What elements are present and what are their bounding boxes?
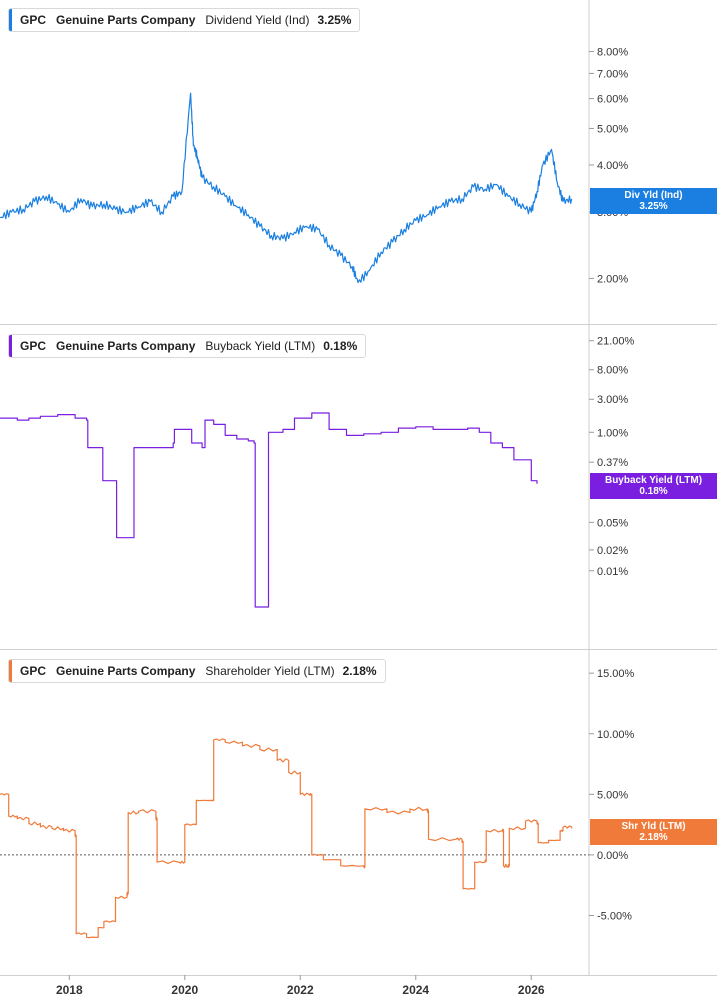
y-tick-label: 21.00% — [597, 336, 635, 348]
series-line — [0, 92, 573, 284]
y-tick-label: 7.00% — [597, 68, 628, 80]
y-tick-label: 6.00% — [597, 94, 628, 106]
legend-metric: Buyback Yield (LTM) — [205, 339, 316, 353]
badge-dividend-yield: Div Yld (Ind) 3.25% — [590, 188, 717, 214]
x-tick-label: 2024 — [402, 983, 429, 997]
legend-value: 3.25% — [317, 13, 352, 27]
y-tick-label: 0.01% — [597, 566, 628, 578]
legend-value: 0.18% — [323, 339, 358, 353]
legend-swatch — [9, 9, 12, 31]
legend-ticker: GPC — [20, 664, 47, 678]
y-tick-label: 10.00% — [597, 729, 635, 741]
legend-metric: Shareholder Yield (LTM) — [205, 664, 335, 678]
legend-ticker: GPC — [20, 339, 47, 353]
badge-value: 0.18% — [639, 486, 668, 497]
legend-company: Genuine Parts Company — [56, 339, 196, 353]
badge-shareholder-yield: Shr Yld (LTM) 2.18% — [590, 819, 717, 845]
y-tick-label: 5.00% — [597, 789, 628, 801]
y-tick-label: 0.37% — [597, 457, 628, 469]
legend-company: Genuine Parts Company — [56, 664, 196, 678]
x-tick-label: 2018 — [56, 983, 83, 997]
badge-label: Shr Yld (LTM) — [621, 821, 686, 832]
badge-label: Div Yld (Ind) — [624, 190, 683, 201]
y-tick-label: 8.00% — [597, 47, 628, 59]
legend-value: 2.18% — [342, 664, 377, 678]
legend-dividend-yield: GPC Genuine Parts Company Dividend Yield… — [8, 8, 361, 32]
series-line — [0, 412, 538, 608]
legend-company: Genuine Parts Company — [56, 13, 196, 27]
legend-buyback-yield: GPC Genuine Parts Company Buyback Yield … — [8, 334, 367, 358]
badge-value: 2.18% — [639, 832, 668, 843]
x-tick-label: 2022 — [287, 983, 314, 997]
y-tick-label: 0.00% — [597, 850, 628, 862]
x-tick-label: 2026 — [518, 983, 545, 997]
y-tick-label: 4.00% — [597, 160, 628, 172]
y-tick-label: -5.00% — [597, 910, 632, 922]
y-tick-label: 2.00% — [597, 273, 628, 285]
y-tick-label: 0.05% — [597, 517, 628, 529]
badge-label: Buyback Yield (LTM) — [604, 475, 703, 486]
legend-swatch — [9, 660, 12, 682]
y-tick-label: 5.00% — [597, 123, 628, 135]
y-tick-label: 3.00% — [597, 394, 628, 406]
y-tick-label: 15.00% — [597, 668, 635, 680]
series-line — [0, 738, 573, 939]
legend-shareholder-yield: GPC Genuine Parts Company Shareholder Yi… — [8, 659, 386, 683]
y-tick-label: 1.00% — [597, 427, 628, 439]
y-tick-label: 0.02% — [597, 545, 628, 557]
badge-value: 3.25% — [639, 201, 668, 212]
y-tick-label: 8.00% — [597, 365, 628, 377]
x-tick-label: 2020 — [171, 983, 198, 997]
legend-ticker: GPC — [20, 13, 47, 27]
legend-metric: Dividend Yield (Ind) — [205, 13, 310, 27]
badge-buyback-yield: Buyback Yield (LTM) 0.18% — [590, 473, 717, 499]
legend-swatch — [9, 335, 12, 357]
